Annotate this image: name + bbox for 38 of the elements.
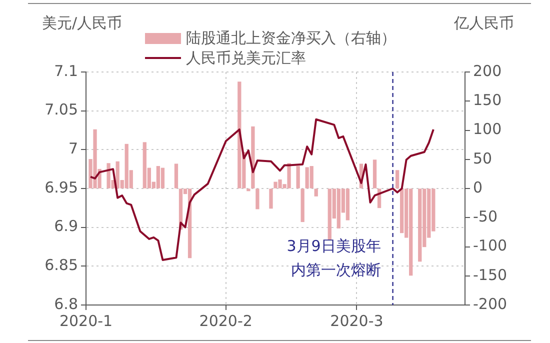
y2-tick-label: 200 — [473, 62, 502, 80]
legend-label: 陆股通北上资金净买入（右轴） — [186, 28, 396, 48]
bar — [174, 164, 178, 188]
bar — [346, 188, 350, 220]
legend-label: 人民币兑美元汇率 — [186, 48, 306, 68]
x-tick-label: 2020-1 — [59, 312, 113, 330]
bar — [269, 188, 273, 209]
bar — [256, 188, 260, 210]
bar — [310, 166, 314, 188]
bar — [418, 188, 422, 262]
y-tick-label: 7.05 — [44, 100, 78, 119]
y2-tick-label: -150 — [473, 266, 508, 284]
y2-tick-label: 100 — [473, 120, 502, 138]
y-tick-label: 6.95 — [44, 178, 78, 196]
y2-tick-label: -200 — [473, 294, 508, 313]
y2-tick-label: 0 — [473, 178, 483, 196]
bar — [314, 188, 318, 196]
ref-line-label: 3月9日美股年内第一次熔断 — [286, 236, 381, 279]
bar — [160, 168, 165, 188]
y-tick-label: 6.9 — [54, 217, 78, 236]
bar — [156, 166, 160, 188]
x-tick-label: 2020-2 — [199, 312, 252, 330]
y2-tick-label: 50 — [473, 149, 492, 168]
y-tick-label: 7.1 — [54, 62, 78, 80]
bar — [300, 188, 304, 222]
bar — [246, 188, 250, 192]
y2-tick-label: -50 — [473, 208, 498, 226]
y-tick-label: 6.8 — [54, 294, 78, 313]
bar — [372, 160, 377, 188]
bar — [296, 166, 300, 188]
y-tick-label: 6.85 — [44, 256, 78, 274]
x-tick-label: 2020-3 — [330, 312, 384, 330]
bar — [395, 170, 400, 188]
y2-axis-title: 亿人民币 — [454, 14, 514, 32]
y2-tick-label: -100 — [473, 236, 508, 255]
y2-tick-label: 150 — [473, 91, 502, 110]
y-axis-title: 美元/人民币 — [42, 14, 122, 32]
y-tick-label: 7 — [68, 140, 78, 158]
